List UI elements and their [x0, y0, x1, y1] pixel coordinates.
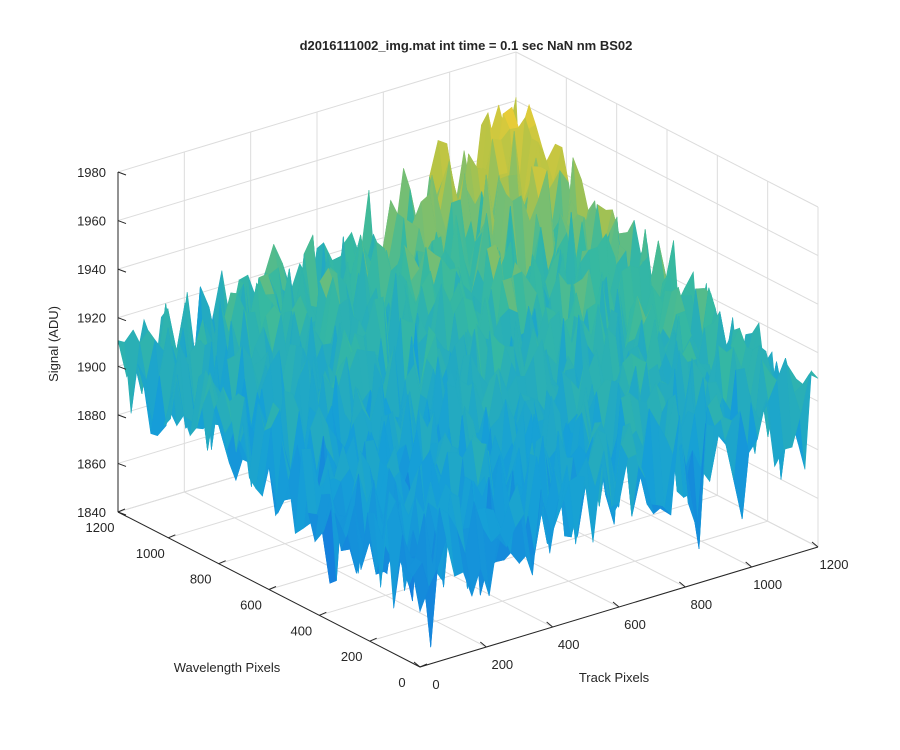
back-wall-grid-line: [117, 51, 517, 173]
x-tick-mark: [745, 561, 752, 568]
z-tick-label: 1980: [77, 165, 106, 180]
right-wall-grid-line: [515, 100, 819, 257]
y-tick-label: 1200: [86, 520, 115, 535]
y-tick-mark: [117, 508, 126, 513]
y-axis-label: Wavelength Pixels: [174, 660, 281, 675]
y-tick-mark: [268, 586, 277, 590]
x-axis-label: Track Pixels: [579, 670, 650, 685]
x-tick-mark: [413, 661, 421, 668]
x-tick-mark: [612, 601, 620, 608]
surface-plot: [117, 97, 819, 648]
tick-labels: 0 200 400 600 800 1000 1200 0 200 400 600 800 1000 12…: [77, 165, 848, 692]
chart-title: d2016111002_img.mat int time = 0.1 sec N…: [300, 38, 633, 53]
z-tick-label: 1840: [77, 505, 106, 520]
x-tick-label: 200: [491, 657, 513, 672]
x-tick-label: 400: [558, 637, 580, 652]
y-tick-mark: [319, 611, 327, 616]
z-tick-mark: [117, 365, 127, 370]
x-tick-label: 1200: [820, 557, 849, 572]
x-tick-label: 600: [624, 617, 646, 632]
z-tick-mark: [117, 317, 127, 322]
y-tick-mark: [218, 560, 226, 565]
z-tick-mark: [117, 511, 127, 516]
z-tick-mark: [117, 268, 127, 273]
floor-grid-line: [369, 520, 768, 642]
y-tick-mark: [168, 534, 176, 539]
x-tick-mark: [811, 541, 819, 548]
y-tick-mark: [419, 663, 428, 668]
y-tick-label: 800: [190, 572, 212, 587]
z-tick-mark: [117, 220, 127, 225]
z-tick-label: 1900: [77, 359, 106, 374]
z-tick-label: 1920: [77, 311, 106, 326]
z-tick-label: 1940: [77, 262, 106, 277]
z-tick-label: 1960: [77, 214, 106, 229]
x-tick-label: 1000: [753, 577, 782, 592]
y-tick-label: 400: [290, 623, 312, 638]
axis-layer: [117, 171, 819, 668]
x-tick-mark: [480, 641, 487, 648]
surface-patch: [413, 562, 430, 613]
y-tick-label: 1000: [136, 546, 165, 561]
y-tick-label: 0: [398, 675, 405, 690]
right-wall-grid-line: [515, 51, 819, 208]
z-tick-label: 1880: [77, 408, 106, 423]
back-wall-grid-line: [117, 100, 517, 222]
z-axis-label: Signal (ADU): [46, 306, 61, 382]
z-tick-label: 1860: [77, 456, 106, 471]
x-tick-mark: [679, 581, 686, 588]
x-tick-mark: [546, 621, 553, 628]
y-tick-label: 600: [240, 598, 262, 613]
x-tick-label: 0: [432, 677, 439, 692]
y-tick-label: 200: [341, 649, 363, 664]
z-tick-mark: [117, 462, 127, 467]
z-tick-mark: [117, 414, 127, 419]
z-tick-mark: [117, 171, 127, 176]
y-tick-mark: [369, 637, 377, 642]
x-tick-label: 800: [690, 597, 712, 612]
